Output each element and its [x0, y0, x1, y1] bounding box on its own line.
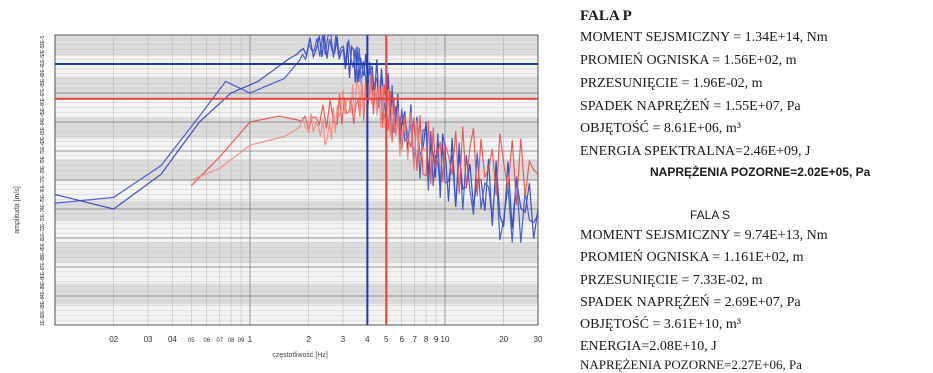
plot-band [55, 35, 538, 56]
y-tick-label: 2E-5 [40, 45, 46, 56]
fala-s-line: PRZESUNIĘCIE = 7.33E-02, m [580, 273, 763, 288]
y-tick-label: 1E-7 [40, 229, 46, 240]
spectrum-series-line [190, 71, 539, 206]
x-tick-label: 9 [434, 335, 439, 344]
plot-border [54, 34, 539, 326]
x-tick-label: 10 [441, 335, 450, 344]
plot-band [55, 283, 538, 305]
fala-p-line: MOMENT SEJSMICZNY = 1.34E+14, Nm [580, 30, 828, 45]
y-tick-label: 8E-7 [40, 161, 46, 172]
y-tick-label: 7E-8 [40, 258, 46, 269]
y-tick-label: 1E-5 [40, 55, 46, 66]
y-tick-label: 5E-8 [40, 277, 46, 288]
chart-ticks: 02 03 04 05 06 07 08 09 1 2 3 4 5 6 7 8 9 10 20 303E-52E-51… [40, 36, 543, 344]
y-tick-label: 3E-6 [40, 122, 46, 133]
y-tick-label: 8E-8 [40, 248, 46, 259]
y-tick-label: 5E-6 [40, 103, 46, 114]
fala-p-title: FALA P [580, 8, 632, 24]
y-tick-label: 2E-6 [40, 132, 46, 143]
x-tick-label: 06 [203, 338, 210, 344]
y-tick-label: 9E-7 [40, 151, 46, 162]
y-tick-label: 4E-6 [40, 113, 46, 124]
y-tick-label: 2E-7 [40, 219, 46, 230]
x-axis-label: częstotliwość [Hz] [272, 352, 328, 359]
x-tick-label: 03 [144, 335, 153, 344]
x-tick-label: 02 [109, 335, 118, 344]
fala-s-line: OBJĘTOŚĆ = 3.61E+10, m³ [580, 317, 741, 332]
plot-band [55, 200, 538, 222]
y-axis-label: amplituda [m/s] [14, 186, 21, 234]
x-tick-label: 2 [306, 335, 311, 344]
fala-s-line: ENERGIA=2.08E+10, J [580, 339, 717, 354]
x-tick-label: 8 [424, 335, 429, 344]
y-tick-label: 3E-7 [40, 209, 46, 220]
y-tick-label: 4E-7 [40, 200, 46, 211]
x-tick-label: 30 [534, 335, 543, 344]
y-tick-label: 1E-6 [40, 142, 46, 153]
fala-p-apparent-stress: NAPRĘŻENIA POZORNE=2.02E+05, Pa [650, 165, 871, 179]
fala-p-line: OBJĘTOŚĆ = 8.61E+06, m³ [580, 121, 741, 136]
y-tick-label: 6E-8 [40, 267, 46, 278]
y-tick-label: 2E-8 [40, 306, 46, 317]
x-tick-label: 4 [365, 335, 370, 344]
spectrum-series-line [54, 34, 539, 243]
y-tick-label: 7E-6 [40, 84, 46, 95]
x-tick-label: 7 [413, 335, 418, 344]
fala-p-line: PRZESUNIĘCIE = 1.96E-02, m [580, 76, 763, 91]
y-tick-label: 3E-5 [40, 36, 46, 47]
x-tick-label: 20 [499, 335, 508, 344]
y-tick-label: 8E-6 [40, 74, 46, 85]
fala-s-line: SPADEK NAPRĘŻEŃ = 2.69E+07, Pa [580, 295, 801, 310]
y-tick-label: 9E-6 [40, 65, 46, 76]
y-tick-label: 4E-8 [40, 287, 46, 298]
x-tick-label: 6 [399, 335, 404, 344]
x-tick-label: 07 [216, 338, 223, 344]
x-tick-label: 3 [341, 335, 346, 344]
chart-series [54, 34, 539, 243]
spectrum-chart: 02 03 04 05 06 07 08 09 1 2 3 4 5 6 7 8 9 10 20 303E-52E-51… [14, 34, 543, 359]
x-tick-label: 05 [188, 338, 195, 344]
fala-p-line: SPADEK NAPRĘŻEŃ = 1.55E+07, Pa [580, 99, 801, 114]
y-tick-label: 7E-7 [40, 171, 46, 182]
x-tick-label: 09 [238, 338, 245, 344]
fala-s-title: FALA S [690, 208, 731, 222]
y-tick-label: 9E-8 [40, 238, 46, 249]
plot-band [55, 117, 538, 139]
x-tick-label: 04 [168, 335, 177, 344]
plot-band [55, 76, 538, 98]
y-tick-label: 6E-6 [40, 93, 46, 104]
fala-p-line: ENERGIA SPEKTRALNA=2.46E+09, J [580, 144, 811, 159]
y-tick-label: 1E-8 [40, 316, 46, 327]
fala-s-line: MOMENT SEJSMICZNY = 9.74E+13, Nm [580, 228, 828, 243]
x-tick-label: 08 [228, 338, 235, 344]
y-tick-label: 5E-7 [40, 190, 46, 201]
x-tick-label: 5 [384, 335, 389, 344]
spectrum-series-line [54, 34, 539, 239]
chart-guides [55, 35, 538, 325]
y-tick-label: 3E-8 [40, 296, 46, 307]
x-tick-label: 1 [248, 335, 253, 344]
y-tick-label: 6E-7 [40, 180, 46, 191]
spectrum-series-line [191, 77, 427, 181]
fala-p-line: PROMIEŃ OGNISKA = 1.56E+02, m [580, 53, 797, 68]
fala-s-line: NAPRĘŻENIA POZORNE=2.27E+06, Pa [580, 357, 802, 372]
fala-s-line: PROMIEŃ OGNISKA = 1.161E+02, m [580, 250, 804, 265]
